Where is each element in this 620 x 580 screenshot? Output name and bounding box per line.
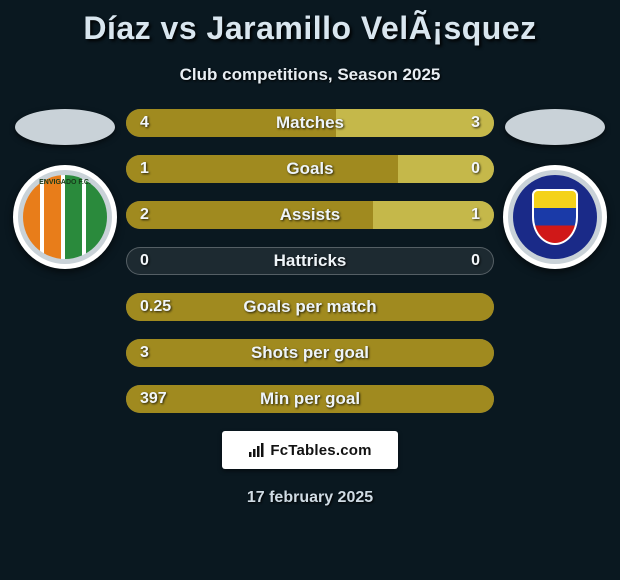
subtitle: Club competitions, Season 2025 <box>0 65 620 85</box>
page-title: Díaz vs Jaramillo VelÃ¡squez <box>0 0 620 47</box>
bar-background <box>126 247 494 275</box>
player-right-silhouette <box>505 109 605 145</box>
stat-row: 397Min per goal <box>126 385 494 413</box>
club-badge-right <box>503 165 607 269</box>
bar-right <box>398 155 494 183</box>
player-left-silhouette <box>15 109 115 145</box>
stat-row: 0.25Goals per match <box>126 293 494 321</box>
bar-right <box>373 201 494 229</box>
bar-left <box>126 201 373 229</box>
stat-row: 21Assists <box>126 201 494 229</box>
club-badge-left-text: ENVIGADO F.C. <box>13 179 117 186</box>
stat-row: 43Matches <box>126 109 494 137</box>
bar-left <box>126 109 336 137</box>
stat-row: 3Shots per goal <box>126 339 494 367</box>
brand-box: FcTables.com <box>222 431 398 469</box>
chart-icon <box>248 443 266 457</box>
stats-area: ENVIGADO F.C. 43Matches 10Goals 21Assists 0… <box>0 109 620 413</box>
brand-text: FcTables.com <box>270 442 371 459</box>
bar-full <box>126 293 494 321</box>
date-text: 17 february 2025 <box>0 489 620 507</box>
club-badge-left: ENVIGADO F.C. <box>13 165 117 269</box>
player-right-slot <box>500 109 610 269</box>
stat-row: 00Hattricks <box>126 247 494 275</box>
bar-left <box>126 155 398 183</box>
bar-full <box>126 385 494 413</box>
stat-row: 10Goals <box>126 155 494 183</box>
bar-right <box>336 109 494 137</box>
shield-icon <box>532 189 578 245</box>
bar-full <box>126 339 494 367</box>
player-left-slot: ENVIGADO F.C. <box>10 109 120 269</box>
